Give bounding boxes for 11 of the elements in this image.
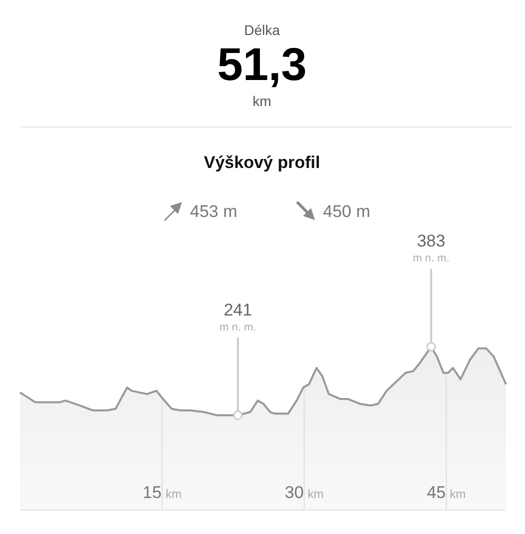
text: 453 m xyxy=(190,202,238,221)
text: 51,3 xyxy=(217,38,307,90)
text: 450 m xyxy=(323,202,370,221)
x-tick-label: 30 km xyxy=(284,483,324,502)
annotation: 241 m n. m. xyxy=(220,300,256,334)
x-tick-label: 15 km xyxy=(142,483,182,502)
x-tick-label: 45 km xyxy=(426,483,466,502)
text: km xyxy=(252,93,272,109)
annotation: 383 m n. m. xyxy=(412,232,450,265)
chart-title: Výškový profil xyxy=(204,153,320,172)
text: Délka xyxy=(244,22,280,38)
